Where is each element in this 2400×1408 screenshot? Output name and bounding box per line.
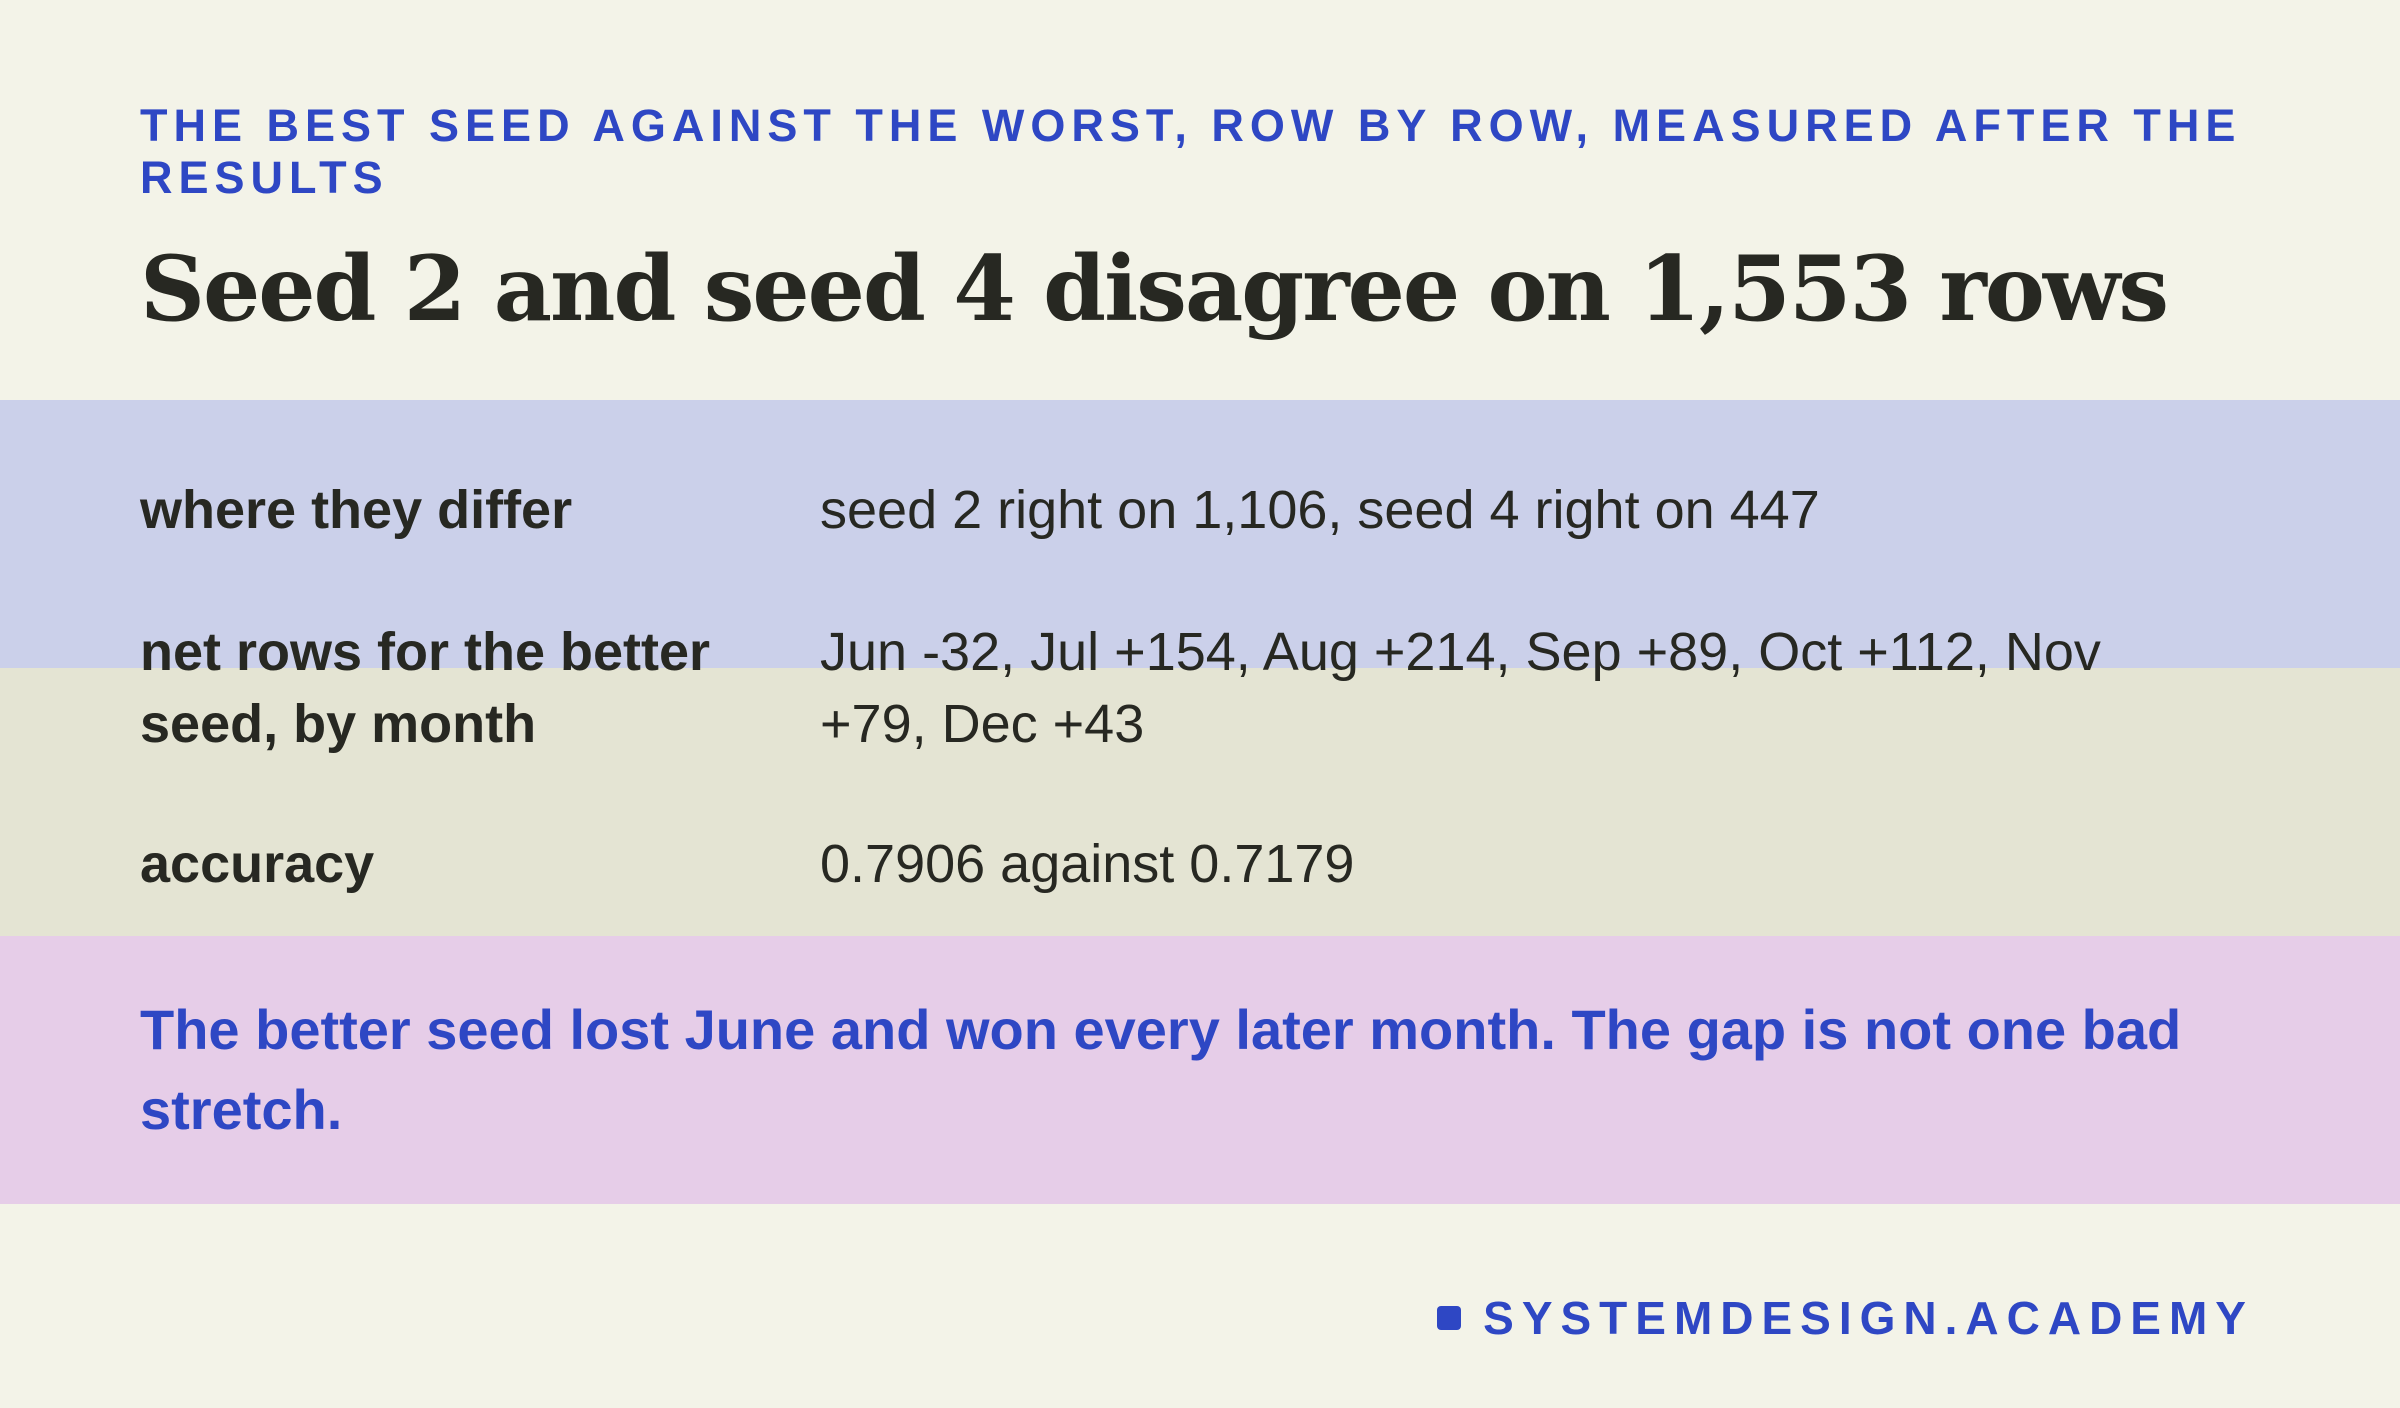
band-blue (0, 400, 2400, 668)
stat-label: accuracy (140, 834, 375, 894)
stat-value: Jun -32, Jul +154, Aug +214, Sep +89, Oc… (820, 622, 2101, 754)
band-olive (0, 668, 2400, 936)
stat-value: seed 2 right on 1,106, seed 4 right on 4… (820, 480, 1820, 540)
stat-value: 0.7906 against 0.7179 (820, 834, 1355, 894)
page-title: Seed 2 and seed 4 disagree on 1,553 rows (140, 236, 2169, 342)
band-pink (0, 936, 2400, 1204)
stat-label: where they differ (140, 480, 573, 540)
square-bullet-icon (1437, 1306, 1462, 1330)
stat-row-monthly: net rows for the better seed, by month J… (140, 616, 2260, 760)
stat-label: net rows for the better seed, by month (140, 622, 711, 754)
brand-label: SYSTEMDESIGN.ACADEMY (1483, 1292, 2254, 1344)
conclusion-note: The better seed lost June and won every … (140, 998, 2182, 1141)
stat-row-difference: where they differ seed 2 right on 1,106,… (140, 474, 2260, 546)
stat-row-accuracy: accuracy 0.7906 against 0.7179 (140, 828, 2260, 900)
footer-brand: SYSTEMDESIGN.ACADEMY (1437, 1290, 2254, 1346)
eyebrow-caption: The best seed against the worst, row by … (140, 100, 2242, 203)
